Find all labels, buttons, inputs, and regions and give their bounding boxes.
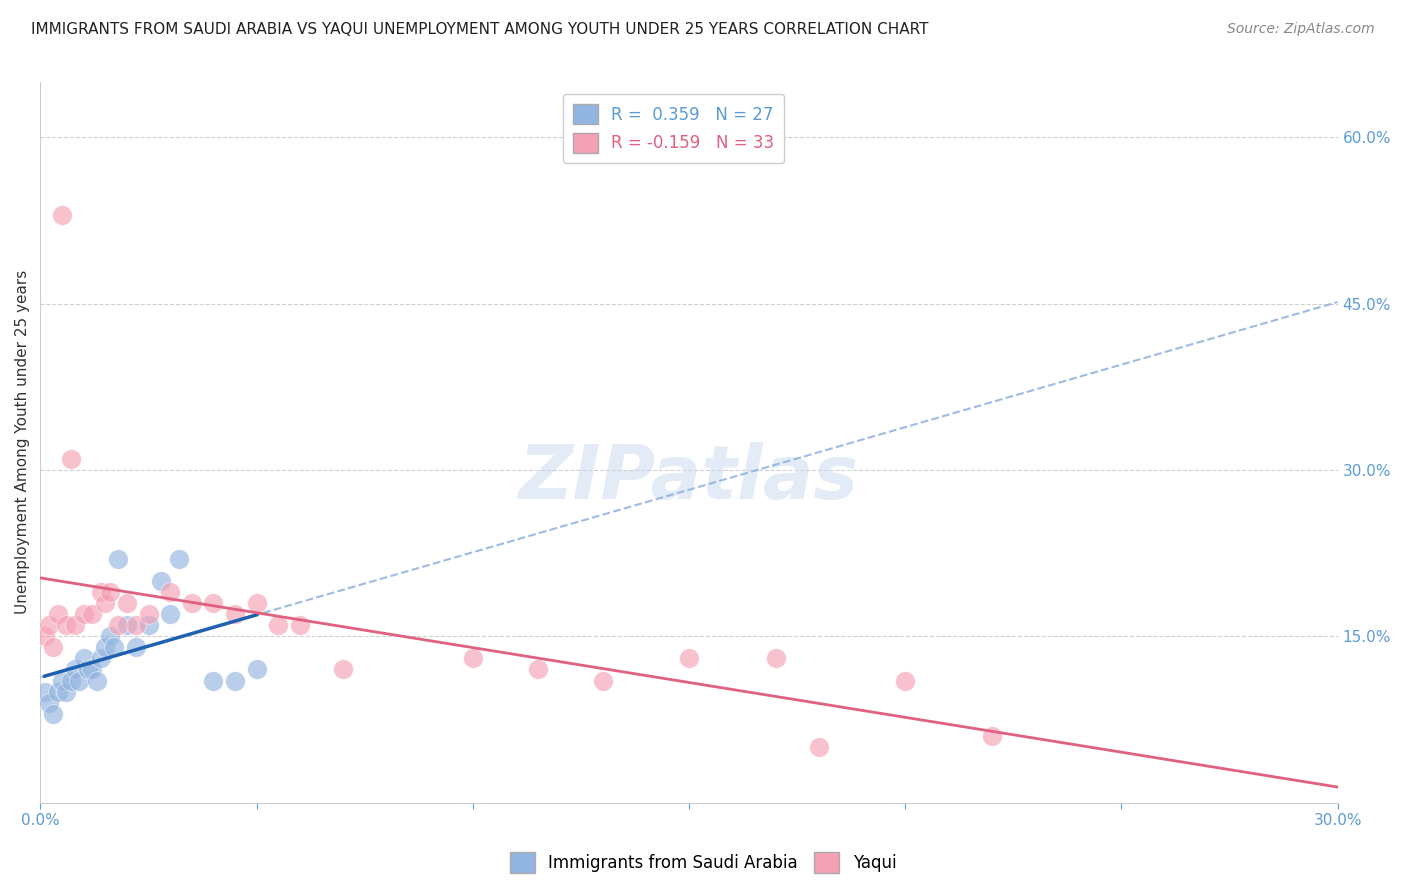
Point	[59, 673, 82, 688]
Point	[246, 596, 269, 610]
Point	[73, 607, 96, 621]
Point	[82, 663, 104, 677]
Point	[159, 607, 181, 621]
Point	[77, 663, 100, 677]
Point	[124, 618, 146, 632]
Point	[55, 684, 77, 698]
Point	[807, 740, 830, 755]
Point	[55, 618, 77, 632]
Point	[51, 673, 73, 688]
Point	[150, 574, 173, 588]
Point	[332, 663, 354, 677]
Point	[34, 629, 56, 643]
Point	[73, 651, 96, 665]
Text: IMMIGRANTS FROM SAUDI ARABIA VS YAQUI UNEMPLOYMENT AMONG YOUTH UNDER 25 YEARS CO: IMMIGRANTS FROM SAUDI ARABIA VS YAQUI UN…	[31, 22, 928, 37]
Text: Source: ZipAtlas.com: Source: ZipAtlas.com	[1227, 22, 1375, 37]
Point	[461, 651, 484, 665]
Point	[63, 663, 86, 677]
Point	[765, 651, 787, 665]
Point	[288, 618, 311, 632]
Point	[82, 607, 104, 621]
Point	[138, 607, 160, 621]
Point	[159, 585, 181, 599]
Y-axis label: Unemployment Among Youth under 25 years: Unemployment Among Youth under 25 years	[15, 270, 30, 615]
Text: ZIPatlas: ZIPatlas	[519, 442, 859, 515]
Point	[167, 551, 190, 566]
Point	[98, 629, 121, 643]
Point	[107, 618, 129, 632]
Point	[90, 651, 112, 665]
Point	[180, 596, 202, 610]
Point	[267, 618, 290, 632]
Legend: Immigrants from Saudi Arabia, Yaqui: Immigrants from Saudi Arabia, Yaqui	[503, 846, 903, 880]
Point	[98, 585, 121, 599]
Point	[894, 673, 917, 688]
Point	[42, 640, 65, 655]
Point	[224, 607, 246, 621]
Point	[246, 663, 269, 677]
Point	[526, 663, 548, 677]
Legend: R =  0.359   N = 27, R = -0.159   N = 33: R = 0.359 N = 27, R = -0.159 N = 33	[562, 94, 785, 163]
Point	[46, 607, 69, 621]
Point	[115, 618, 138, 632]
Point	[38, 618, 60, 632]
Point	[34, 684, 56, 698]
Point	[202, 673, 225, 688]
Point	[94, 596, 117, 610]
Point	[592, 673, 614, 688]
Point	[107, 551, 129, 566]
Point	[63, 618, 86, 632]
Point	[103, 640, 125, 655]
Point	[38, 696, 60, 710]
Point	[46, 684, 69, 698]
Point	[67, 673, 90, 688]
Point	[90, 585, 112, 599]
Point	[42, 706, 65, 721]
Point	[678, 651, 700, 665]
Point	[124, 640, 146, 655]
Point	[115, 596, 138, 610]
Point	[138, 618, 160, 632]
Point	[980, 729, 1002, 743]
Point	[59, 451, 82, 466]
Point	[202, 596, 225, 610]
Point	[86, 673, 108, 688]
Point	[51, 208, 73, 222]
Point	[94, 640, 117, 655]
Point	[224, 673, 246, 688]
